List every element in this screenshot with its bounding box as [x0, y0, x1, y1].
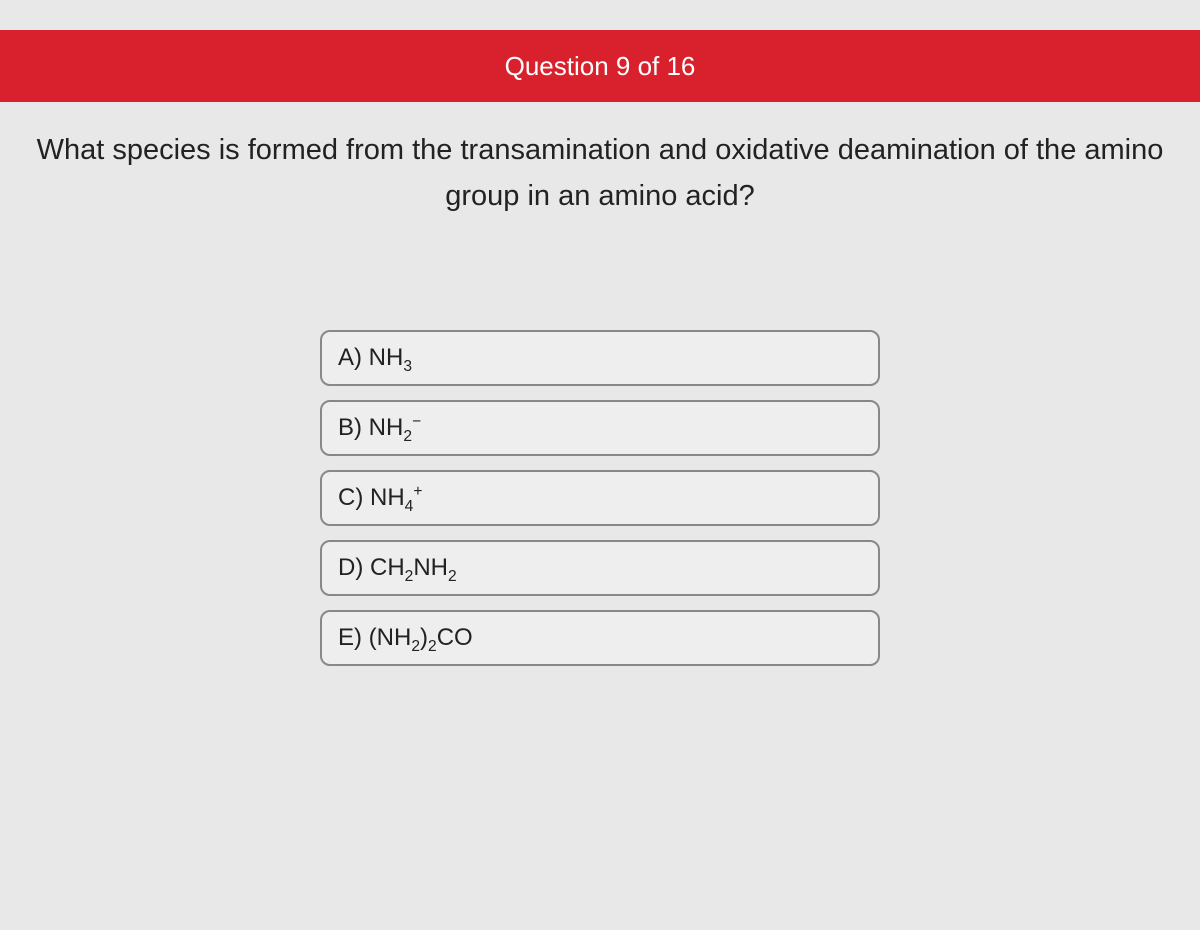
option-a[interactable]: A) NH3: [320, 330, 880, 386]
option-d-label: D) CH2NH2: [338, 554, 457, 582]
option-a-label: A) NH3: [338, 344, 412, 372]
options-container: A) NH3 B) NH2− C) NH4+ D) CH2NH2 E) (NH2…: [320, 330, 880, 666]
option-c[interactable]: C) NH4+: [320, 470, 880, 526]
option-e[interactable]: E) (NH2)2CO: [320, 610, 880, 666]
option-b[interactable]: B) NH2−: [320, 400, 880, 456]
question-text: What species is formed from the transami…: [10, 127, 1190, 220]
question-area: What species is formed from the transami…: [0, 102, 1200, 220]
option-b-label: B) NH2−: [338, 414, 421, 442]
option-d[interactable]: D) CH2NH2: [320, 540, 880, 596]
question-counter: Question 9 of 16: [505, 51, 696, 82]
question-header: Question 9 of 16: [0, 30, 1200, 102]
option-e-label: E) (NH2)2CO: [338, 624, 473, 652]
option-c-label: C) NH4+: [338, 484, 422, 512]
